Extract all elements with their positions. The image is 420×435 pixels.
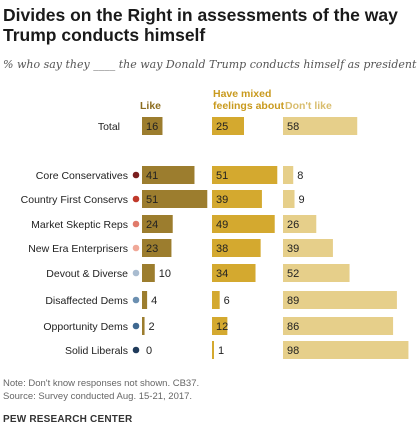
category-label: Country First Conservs <box>21 194 128 206</box>
category-dot <box>132 322 140 330</box>
category-label: New Era Enterprisers <box>28 243 128 255</box>
bar-like <box>142 291 148 309</box>
data-label: 89 <box>287 295 299 307</box>
data-label: 26 <box>287 219 299 231</box>
bar-mixed <box>212 341 214 359</box>
data-label: 12 <box>216 321 228 333</box>
bar-dislike <box>283 317 394 335</box>
data-label: 4 <box>151 295 157 307</box>
chart-subtitle: % who say they ____ the way Donald Trump… <box>3 58 417 71</box>
category-label: Opportunity Dems <box>43 321 128 333</box>
data-label: 34 <box>216 268 228 280</box>
bar-mixed <box>212 190 262 208</box>
data-label: 39 <box>287 243 299 255</box>
column-header-dislike: Don't like <box>285 100 332 112</box>
data-label: 41 <box>146 170 158 182</box>
data-label: 51 <box>216 170 228 182</box>
bar-like <box>142 317 145 335</box>
category-label: Market Skeptic Reps <box>31 219 128 231</box>
data-label: 98 <box>287 345 299 357</box>
bar-dislike <box>283 190 295 208</box>
data-label: 49 <box>216 219 228 231</box>
bar-like <box>142 264 155 282</box>
category-dot <box>132 171 140 179</box>
bar-like <box>142 190 208 208</box>
column-header-like: Like <box>140 100 162 112</box>
category-label: Core Conservatives <box>36 170 128 182</box>
bar-mixed <box>212 291 220 309</box>
chart-source: Source: Survey conducted Aug. 15-21, 201… <box>3 391 193 402</box>
bar-dislike <box>283 341 409 359</box>
bar-dislike <box>283 166 294 184</box>
column-header-mixed: Have mixed feelings about <box>213 88 285 112</box>
data-label: 16 <box>146 121 158 133</box>
category-label: Devout & Diverse <box>46 268 128 280</box>
data-label: 38 <box>216 243 228 255</box>
data-label: 24 <box>146 219 158 231</box>
category-dot <box>132 244 140 252</box>
bar-dislike <box>283 215 317 233</box>
data-label: 39 <box>216 194 228 206</box>
category-dot <box>132 195 140 203</box>
category-dot <box>132 346 140 354</box>
category-dot <box>132 296 140 304</box>
organization-name: PEW RESEARCH CENTER <box>3 414 133 425</box>
bar-like <box>142 215 173 233</box>
data-label: 10 <box>159 268 171 280</box>
data-label: 6 <box>224 295 230 307</box>
data-label: 51 <box>146 194 158 206</box>
data-label: 52 <box>287 268 299 280</box>
chart-title: Divides on the Right in assessments of t… <box>3 5 398 45</box>
bar-mixed <box>212 317 228 335</box>
bar-mixed <box>212 215 275 233</box>
bar-mixed <box>212 264 256 282</box>
bar-mixed <box>212 166 278 184</box>
data-label: 0 <box>146 345 152 357</box>
bar-mixed <box>212 239 261 257</box>
data-label: 9 <box>299 194 305 206</box>
category-label: Disaffected Dems <box>45 295 128 307</box>
bar-like <box>142 166 195 184</box>
data-label: 1 <box>218 345 224 357</box>
bar-dislike <box>283 264 350 282</box>
data-label: 58 <box>287 121 299 133</box>
category-dot <box>132 269 140 277</box>
chart-note: Note: Don't know responses not shown. CB… <box>3 378 200 389</box>
data-label: 25 <box>216 121 228 133</box>
bar-dislike <box>283 117 358 135</box>
bar-dislike <box>283 239 333 257</box>
bar-mixed <box>212 117 244 135</box>
category-dot <box>132 220 140 228</box>
bar-like <box>142 117 163 135</box>
category-label: Solid Liberals <box>65 345 128 357</box>
category-label: Total <box>98 121 120 133</box>
data-label: 8 <box>297 170 303 182</box>
data-label: 23 <box>146 243 158 255</box>
data-label: 86 <box>287 321 299 333</box>
data-label: 2 <box>149 321 155 333</box>
bar-like <box>142 239 172 257</box>
bar-dislike <box>283 291 397 309</box>
